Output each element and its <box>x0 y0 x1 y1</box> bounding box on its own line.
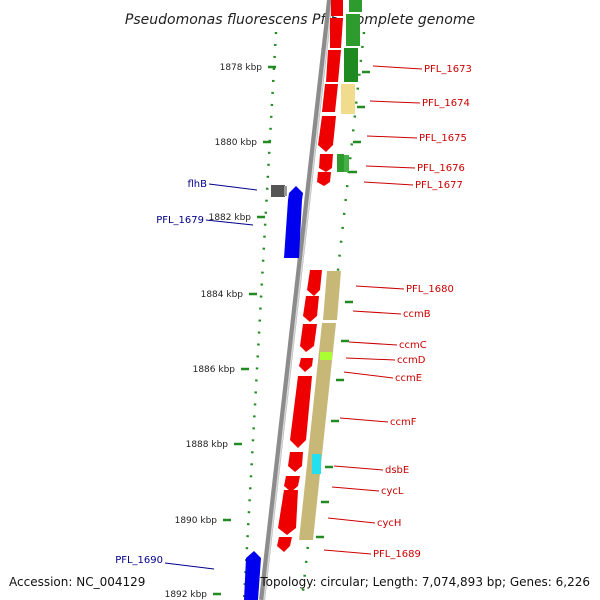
gene-forward <box>331 0 343 16</box>
cog-feature <box>344 155 349 172</box>
gene-label-PFL-1680[interactable]: PFL_1680 <box>406 284 454 295</box>
gene-label-cycH[interactable]: cycH <box>377 518 401 529</box>
ruler-label: 1884 kbp <box>201 290 244 300</box>
cog-feature <box>320 352 332 360</box>
ruler-label: 1880 kbp <box>215 138 258 148</box>
gene-PFL-1690 <box>244 551 261 600</box>
ruler-label: 1878 kbp <box>220 63 263 73</box>
leader-line <box>205 219 254 226</box>
gene-forward <box>318 116 336 152</box>
cog-feature <box>346 14 360 46</box>
map-title: Pseudomonas fluorescens Pf-5, complete g… <box>125 12 475 28</box>
gene-label-PFL-1677[interactable]: PFL_1677 <box>415 180 463 191</box>
cog-feature <box>337 154 344 172</box>
cog-feature <box>341 84 355 114</box>
gene-label-ccmB[interactable]: ccmB <box>403 309 431 320</box>
leader-line <box>363 181 414 186</box>
gene-label-PFL-1689[interactable]: PFL_1689 <box>373 549 421 560</box>
gene-label-ccmD[interactable]: ccmD <box>397 355 426 366</box>
leader-line <box>345 357 396 361</box>
leader-line <box>208 183 258 191</box>
gene-forward <box>300 324 317 352</box>
outer-feature-ticks <box>316 70 370 539</box>
gene-label-PFL-1674[interactable]: PFL_1674 <box>422 98 470 109</box>
leader-line <box>343 371 394 379</box>
leader-line <box>355 285 405 290</box>
ruler-label: 1882 kbp <box>209 213 252 223</box>
gene-label-ccmE[interactable]: ccmE <box>395 373 422 384</box>
gene-forward <box>284 476 300 492</box>
gene-forward <box>303 296 319 322</box>
gene-forward <box>307 270 322 296</box>
gene-forward <box>326 50 341 82</box>
ruler-label: 1892 kbp <box>165 590 208 600</box>
gene-label-PFL-1673[interactable]: PFL_1673 <box>424 64 472 75</box>
gene-flhB <box>271 185 285 197</box>
gene-forward <box>319 154 333 172</box>
cog-feature <box>299 323 336 540</box>
gene-label-ccmF[interactable]: ccmF <box>390 417 417 428</box>
gene-forward <box>317 172 331 186</box>
gene-labels: PFL_1673 PFL_1674 PFL_1675 PFL_1676 PFL_… <box>115 64 472 570</box>
ruler-label: 1886 kbp <box>193 365 236 375</box>
gene-forward <box>330 18 343 48</box>
gene-label-PFL-1675[interactable]: PFL_1675 <box>419 133 467 144</box>
ruler-label: 1890 kbp <box>175 516 218 526</box>
leader-line <box>348 341 398 346</box>
leader-line <box>331 486 380 492</box>
gene-forward <box>277 537 292 552</box>
topology-text: Topology: circular; Length: 7,074,893 bp… <box>259 575 590 589</box>
leader-line <box>333 465 384 471</box>
gene-label-cycL[interactable]: cycL <box>381 486 404 497</box>
gene-label-ccmC[interactable]: ccmC <box>399 340 427 351</box>
ruler: 1878 kbp 1880 kbp 1882 kbp 1884 kbp 1886… <box>165 63 276 600</box>
gene-forward <box>290 376 312 448</box>
cog-feature <box>323 271 341 320</box>
gene-forward <box>278 490 298 535</box>
gene-PFL-1679 <box>284 186 303 258</box>
leader-line <box>164 562 215 570</box>
forward-genes[interactable] <box>277 0 343 552</box>
cog-feature <box>312 454 321 474</box>
leader-line <box>372 65 423 70</box>
gene-label-flhB[interactable]: flhB <box>188 179 208 190</box>
gene-forward <box>288 452 303 472</box>
gene-label-dsbE[interactable]: dsbE <box>385 465 409 476</box>
leader-line <box>352 310 402 315</box>
leader-line <box>323 549 372 555</box>
cog-track <box>299 0 362 540</box>
accession-text: Accession: NC_004129 <box>9 575 145 589</box>
gene-label-PFL-1690[interactable]: PFL_1690 <box>115 555 163 566</box>
ruler-label: 1888 kbp <box>186 440 229 450</box>
leader-line <box>369 100 421 104</box>
gene-forward <box>322 84 338 112</box>
gene-forward <box>299 358 313 372</box>
gene-label-PFL-1676[interactable]: PFL_1676 <box>417 163 465 174</box>
leader-line <box>339 417 389 423</box>
leader-line <box>366 135 418 139</box>
cog-feature <box>344 48 358 82</box>
gene-label-PFL-1679[interactable]: PFL_1679 <box>156 215 204 226</box>
reverse-genes[interactable] <box>244 185 303 600</box>
leader-line <box>327 517 376 524</box>
leader-line <box>365 165 416 169</box>
genome-backbone <box>259 0 333 600</box>
